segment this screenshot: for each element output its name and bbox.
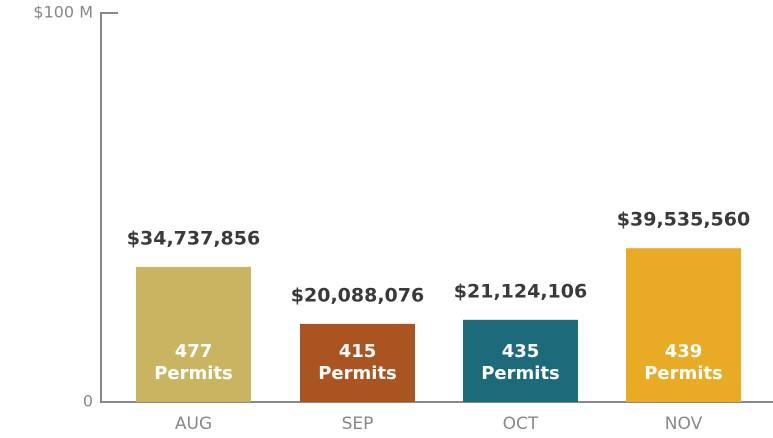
value-label: $39,535,560 [617, 209, 750, 231]
permit-label: Permits [644, 363, 723, 384]
value-label: $34,737,856 [127, 227, 260, 249]
permit-label: Permits [481, 363, 560, 384]
value-label: $20,088,076 [291, 284, 424, 306]
value-label: $21,124,106 [454, 280, 587, 302]
bar [463, 319, 578, 402]
x-tick-label: AUG [175, 414, 212, 434]
x-tick-label: SEP [342, 414, 374, 434]
bar [300, 323, 415, 402]
x-tick-label: NOV [665, 414, 703, 434]
bar [136, 266, 251, 402]
y-tick-label: $100 M [33, 3, 93, 22]
permit-count: 435 [502, 341, 540, 362]
permit-count: 439 [665, 341, 703, 362]
bar [626, 248, 741, 402]
permit-count: 477 [175, 341, 213, 362]
axis [100, 12, 773, 403]
permit-label: Permits [154, 363, 233, 384]
permit-label: Permits [318, 363, 397, 384]
y-tick-label: 0 [83, 392, 93, 411]
x-tick-label: OCT [503, 414, 539, 434]
permit-count: 415 [339, 341, 377, 362]
